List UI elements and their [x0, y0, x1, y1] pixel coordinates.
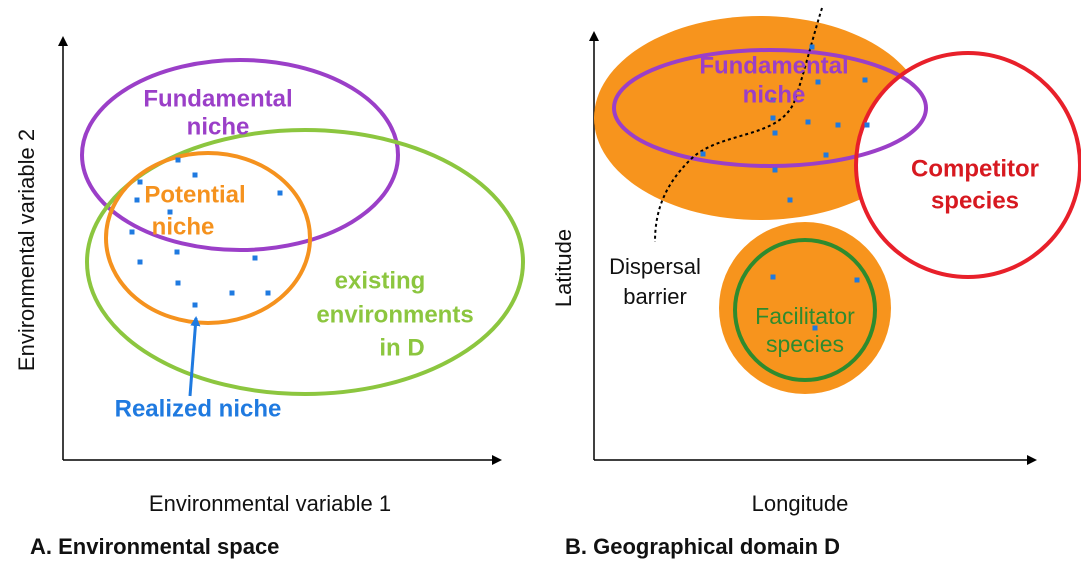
dot: [137, 179, 143, 185]
label: niche: [743, 81, 806, 108]
potential-ellipse: [104, 151, 312, 325]
label: Facilitator: [755, 303, 855, 329]
label: niche: [152, 213, 215, 240]
existing-ellipse: [85, 128, 525, 396]
label: existing: [335, 267, 426, 294]
dot: [815, 79, 821, 85]
label: Fundamental: [143, 85, 292, 112]
dot: [823, 152, 829, 158]
y-axis-label: Environmental variable 2: [14, 129, 39, 371]
competitor-fill: [856, 53, 1080, 277]
dot: [812, 325, 818, 331]
fundamental-ellipse: [80, 58, 400, 252]
dot: [787, 197, 793, 203]
panel-a: Fundamental niche Potential niche existi…: [14, 36, 525, 559]
dot: [835, 122, 841, 128]
label: niche: [187, 113, 250, 140]
caption: A. Environmental space: [30, 534, 279, 559]
dot: [809, 44, 815, 50]
dot: [770, 97, 776, 103]
occurrence-dots: [129, 157, 283, 308]
label: Competitor: [911, 155, 1039, 182]
dot: [175, 280, 181, 286]
fundamental-ellipse: [612, 48, 928, 168]
dot: [805, 119, 811, 125]
dot: [700, 151, 706, 157]
dot: [770, 115, 776, 121]
facilitator-circle: [733, 238, 877, 382]
dot: [167, 209, 173, 215]
competitor-circle: [854, 51, 1081, 279]
label: Potential: [144, 181, 245, 208]
dot: [862, 77, 868, 83]
range-area: [594, 16, 926, 220]
label: species: [931, 187, 1019, 214]
dot: [192, 302, 198, 308]
label: in D: [379, 334, 424, 361]
dot: [174, 249, 180, 255]
label: Fundamental: [699, 52, 848, 79]
dot: [854, 277, 860, 283]
label: barrier: [623, 284, 687, 309]
dot: [277, 190, 283, 196]
label: species: [766, 331, 844, 357]
label: environments: [316, 301, 473, 328]
label: Realized niche: [115, 395, 282, 422]
occurrence-dots: [700, 44, 870, 331]
dot: [770, 274, 776, 280]
dot: [229, 290, 235, 296]
dot: [134, 197, 140, 203]
pointer-arrow: [188, 316, 201, 397]
dot: [772, 167, 778, 173]
caption: B. Geographical domain D: [565, 534, 840, 559]
dot: [265, 290, 271, 296]
range-area: [719, 222, 891, 394]
label: Dispersal: [609, 254, 701, 279]
x-axis-label: Environmental variable 1: [149, 491, 391, 516]
panel-b: Fundamental niche Competitor species Dis…: [551, 7, 1081, 559]
dot: [252, 255, 258, 261]
dot: [175, 157, 181, 163]
dot: [864, 122, 870, 128]
y-axis-label: Latitude: [551, 229, 576, 307]
dot: [192, 172, 198, 178]
dot: [137, 259, 143, 265]
dot: [129, 229, 135, 235]
x-axis-label: Longitude: [752, 491, 849, 516]
dot: [772, 130, 778, 136]
